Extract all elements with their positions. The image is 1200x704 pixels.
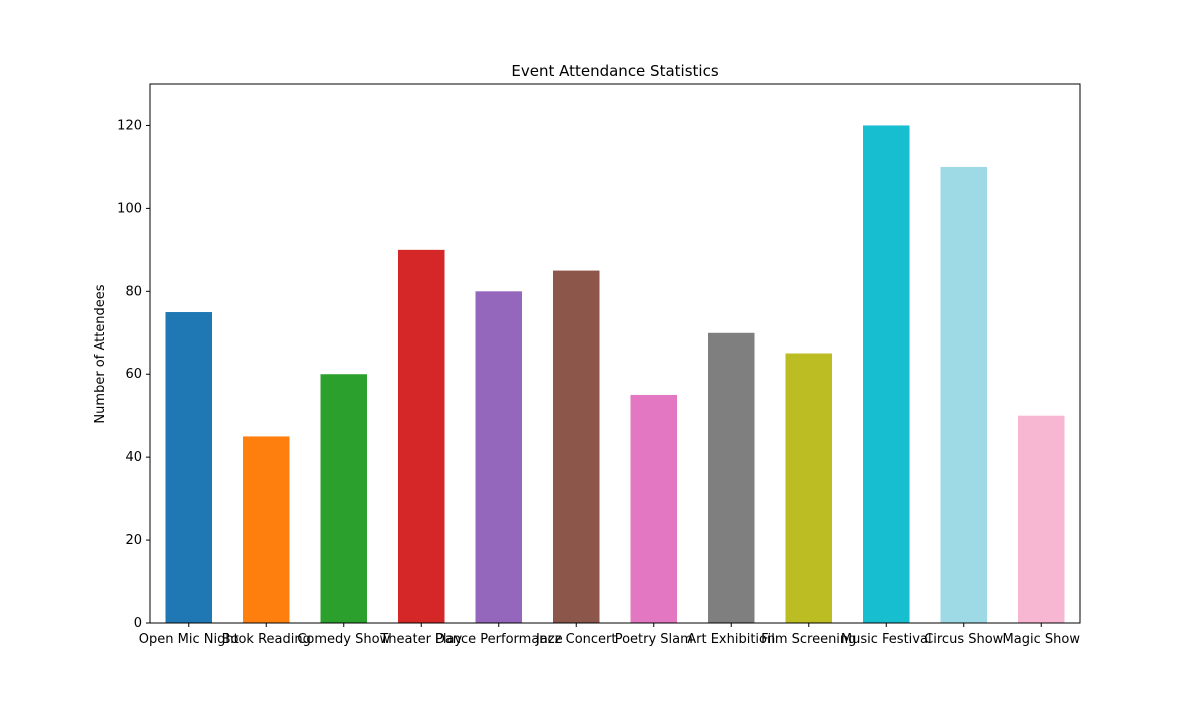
x-tick-label: Jazz Concert [535,632,616,647]
bar [630,394,677,623]
bar [243,436,290,623]
bar [863,125,910,623]
x-tick-label: Dance Performance [435,632,563,647]
bar [785,353,832,623]
bar [1018,415,1065,623]
x-tick-label: Book Reading [222,632,311,647]
x-tick-label: Open Mic Night [139,632,239,647]
y-axis-label: Number of Attendees [93,284,108,423]
bar [553,270,600,623]
bar [398,249,445,623]
bar [165,312,212,623]
x-tick-label: Magic Show [1003,632,1081,647]
x-tick-label: Comedy Show [297,632,390,647]
y-tick-label: 80 [125,284,142,299]
y-tick-label: 120 [117,118,142,133]
x-tick-label: Music Festival [841,632,932,647]
x-tick-label: Art Exhibition [687,632,775,647]
y-tick-label: 20 [125,533,142,548]
chart-title: Event Attendance Statistics [511,62,718,80]
x-tick-label: Theater Play [379,632,462,647]
x-tick-label: Poetry Slam [615,632,693,647]
bar [475,291,522,623]
y-tick-label: 60 [125,367,142,382]
plot-frame [149,83,1081,624]
bar [320,374,367,623]
x-tick-label: Circus Show [924,632,1003,647]
y-tick-label: 40 [125,450,142,465]
bar [940,166,987,623]
y-tick-label: 100 [117,201,142,216]
y-tick-label: 0 [134,616,142,631]
x-tick-label: Film Screening [761,632,856,647]
bar [708,332,755,623]
